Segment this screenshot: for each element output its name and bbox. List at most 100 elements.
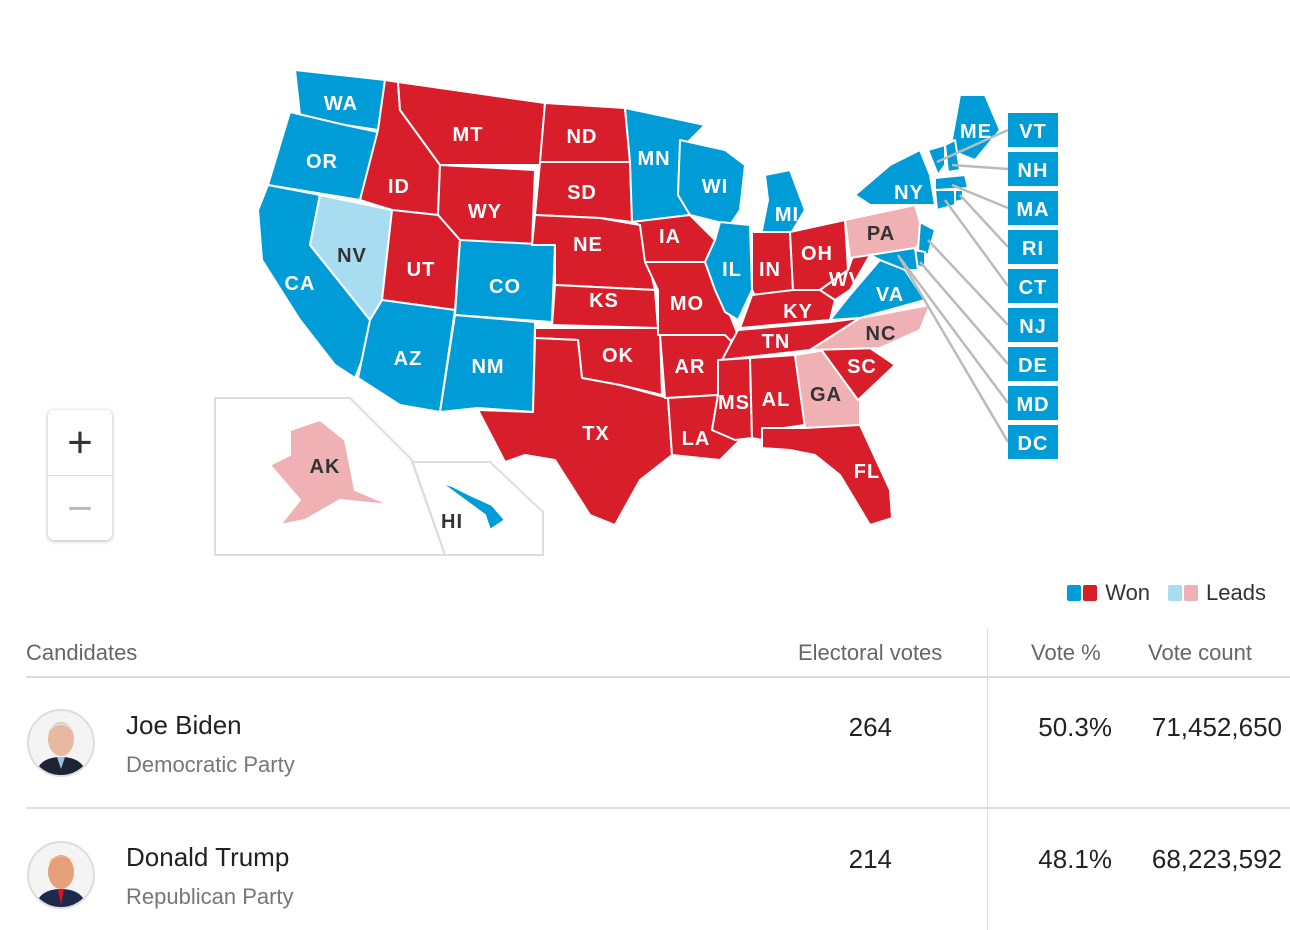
callout-label-ma: MA (1016, 199, 1049, 221)
state-label-tx: TX (582, 423, 610, 445)
state-label-ia: IA (659, 226, 681, 248)
leader-line-dc (896, 254, 1010, 443)
state-label-nv: NV (337, 245, 367, 267)
leader-line-nh (951, 163, 1009, 171)
state-label-az: AZ (394, 348, 423, 370)
state-label-in: IN (759, 259, 781, 281)
rep-won-swatch (1083, 585, 1098, 601)
column-divider (987, 628, 988, 930)
electoral-votes: 214 (848, 844, 892, 874)
state-label-hi: HI (441, 511, 463, 533)
zoom-controls: + − (48, 410, 112, 540)
state-hi[interactable] (439, 481, 506, 531)
electoral-votes: 264 (848, 712, 892, 742)
state-label-ok: OK (602, 345, 634, 367)
state-label-ut: UT (407, 259, 436, 281)
candidate-party: Republican Party (126, 884, 294, 909)
dem-won-swatch (1067, 585, 1082, 601)
state-label-id: ID (388, 176, 410, 198)
avatar-biden (27, 709, 95, 777)
divider (26, 807, 1290, 809)
avatar-trump (27, 841, 95, 909)
callout-box-nh[interactable] (1008, 152, 1058, 186)
callout-label-dc: DC (1018, 433, 1049, 455)
state-label-wa: WA (324, 93, 358, 115)
state-label-wv: WV (829, 269, 863, 291)
callout-box-ma[interactable] (1008, 191, 1058, 225)
state-wi[interactable] (677, 139, 746, 226)
state-label-ky: KY (783, 301, 813, 323)
divider (26, 676, 1290, 678)
state-label-tn: TN (762, 331, 791, 353)
state-label-ca: CA (285, 273, 316, 295)
state-label-ar: AR (675, 356, 706, 378)
callout-box-vt[interactable] (1008, 113, 1058, 147)
vote-count: 71,452,650 (1151, 712, 1282, 742)
state-vt[interactable] (927, 144, 946, 176)
state-label-wi: WI (702, 176, 728, 198)
state-label-nc: NC (866, 323, 897, 345)
rep-leads-swatch (1184, 585, 1199, 601)
callout-box-de[interactable] (1008, 347, 1058, 381)
state-az[interactable] (357, 299, 456, 413)
state-label-mi: MI (775, 204, 799, 226)
state-label-ny: NY (894, 182, 924, 204)
header-vote-pct: Vote % (1031, 640, 1101, 665)
state-label-la: LA (682, 428, 711, 450)
header-electoral-votes: Electoral votes (798, 640, 943, 665)
state-label-me: ME (960, 121, 992, 143)
header-candidates: Candidates (26, 640, 138, 665)
callout-box-ct[interactable] (1008, 269, 1058, 303)
state-label-wy: WY (468, 201, 502, 223)
hawaii-inset-frame (410, 461, 544, 556)
state-il[interactable] (704, 221, 753, 321)
state-label-al: AL (762, 389, 791, 411)
state-label-mn: MN (637, 148, 670, 170)
state-fl[interactable] (761, 424, 893, 526)
state-nc[interactable] (809, 304, 931, 351)
leader-line-md (898, 257, 1010, 404)
leader-line-ma (951, 183, 1009, 210)
state-label-co: CO (489, 276, 521, 298)
vote-pct: 48.1% (1038, 844, 1112, 874)
leader-line-ct (943, 199, 1010, 287)
callout-label-nj: NJ (1019, 316, 1047, 338)
state-tx[interactable] (477, 337, 673, 526)
state-label-sd: SD (567, 182, 597, 204)
callout-label-nh: NH (1018, 160, 1049, 182)
state-ga[interactable] (794, 349, 861, 429)
vote-pct: 50.3% (1038, 712, 1112, 742)
zoom-out-button[interactable]: − (48, 475, 112, 541)
state-label-mt: MT (453, 124, 484, 146)
leader-line-ri (959, 194, 1009, 248)
callout-box-ri[interactable] (1008, 230, 1058, 264)
callout-box-nj[interactable] (1008, 308, 1058, 342)
candidate-name: Joe Biden (126, 710, 242, 740)
callout-label-md: MD (1016, 394, 1049, 416)
state-label-ks: KS (589, 290, 619, 312)
state-ma[interactable] (934, 174, 969, 191)
callout-box-dc[interactable] (1008, 425, 1058, 459)
state-label-ms: MS (718, 392, 750, 414)
state-mt[interactable] (397, 81, 546, 166)
state-nj[interactable] (917, 221, 936, 256)
state-label-or: OR (306, 151, 338, 173)
state-ny[interactable] (854, 149, 936, 206)
state-label-va: VA (876, 284, 904, 306)
state-label-sc: SC (847, 356, 877, 378)
zoom-in-button[interactable]: + (67, 417, 93, 467)
callout-label-vt: VT (1019, 121, 1047, 143)
legend-won: Won (1105, 580, 1151, 605)
state-label-nd: ND (567, 126, 598, 148)
callout-box-md[interactable] (1008, 386, 1058, 420)
candidate-name: Donald Trump (126, 842, 290, 872)
vote-count: 68,223,592 (1151, 844, 1282, 874)
legend-leads: Leads (1206, 580, 1266, 605)
state-ak[interactable] (269, 419, 391, 526)
dem-leads-swatch (1168, 585, 1183, 601)
leader-line-nj (927, 239, 1009, 326)
candidate-party: Democratic Party (126, 752, 295, 777)
callout-label-ct: CT (1019, 277, 1048, 299)
state-label-nm: NM (471, 356, 504, 378)
map-legend: Won Leads (1067, 580, 1266, 606)
